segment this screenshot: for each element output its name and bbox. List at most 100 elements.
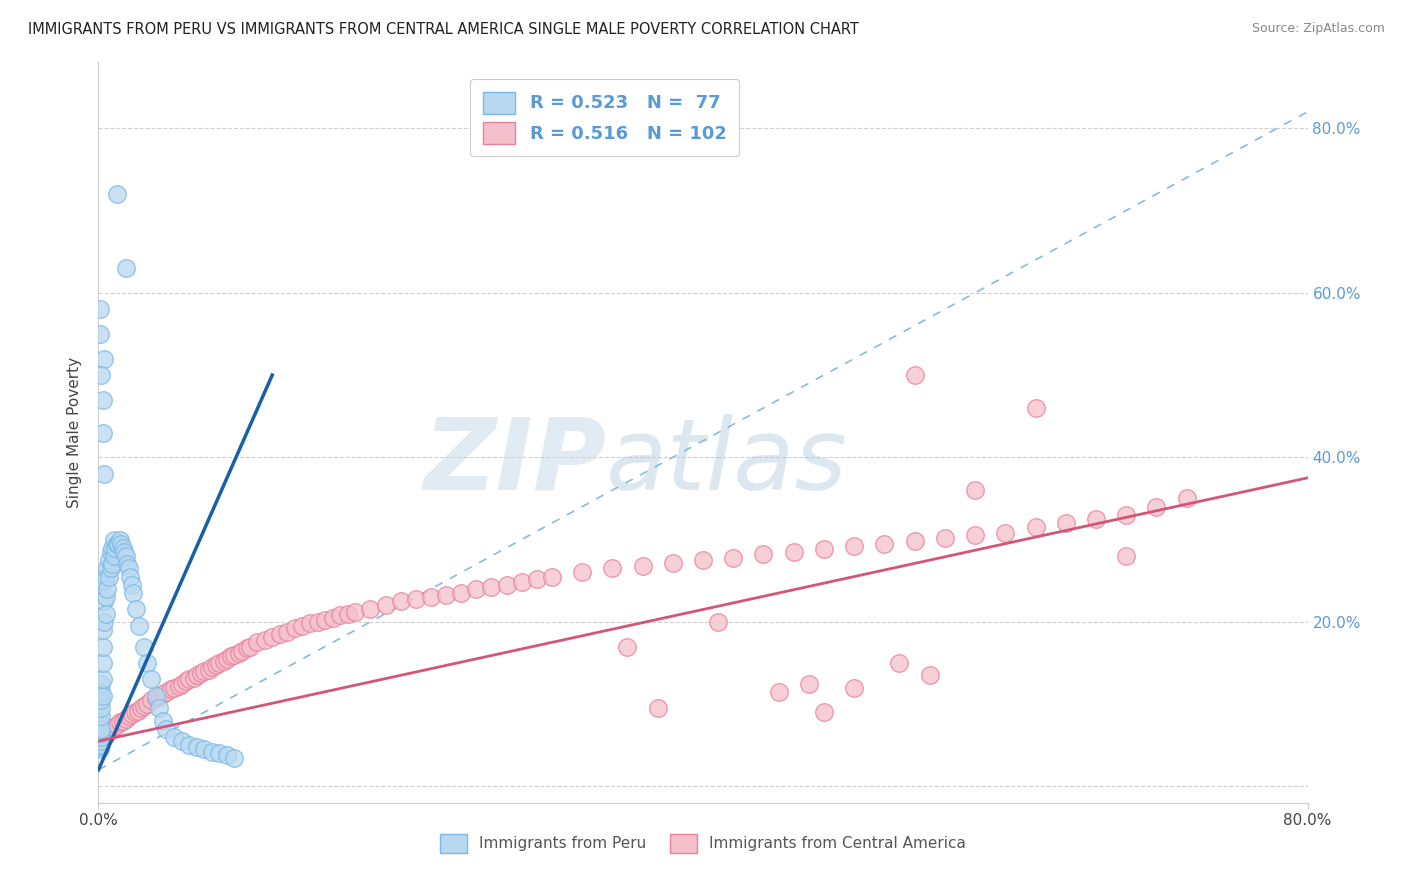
Point: [91, 640, 114, 654]
Point: [526, 572, 548, 586]
Point: [127, 704, 149, 718]
Point: [616, 640, 638, 654]
Point: [145, 689, 167, 703]
Point: [93, 615, 115, 629]
Point: [1054, 516, 1077, 530]
Point: [299, 616, 322, 631]
Point: [1115, 549, 1137, 563]
Point: [91, 731, 114, 746]
Point: [291, 619, 314, 633]
Point: [205, 657, 228, 672]
Point: [160, 682, 183, 697]
Point: [374, 599, 396, 613]
Point: [148, 689, 170, 703]
Point: [90, 368, 112, 382]
Point: [190, 665, 212, 680]
Point: [90, 722, 112, 736]
Point: [481, 580, 503, 594]
Point: [91, 656, 114, 670]
Point: [105, 717, 128, 731]
Point: [100, 545, 122, 559]
Point: [89, 742, 111, 756]
Point: [89, 737, 111, 751]
Point: [723, 550, 745, 565]
Point: [94, 569, 117, 583]
Point: [246, 635, 269, 649]
Point: [115, 558, 138, 572]
Point: [965, 483, 987, 498]
Point: [108, 533, 131, 547]
Legend: Immigrants from Peru, Immigrants from Central America: Immigrants from Peru, Immigrants from Ce…: [430, 825, 976, 862]
Point: [163, 681, 186, 695]
Point: [93, 574, 115, 588]
Point: [450, 586, 472, 600]
Point: [135, 697, 157, 711]
Point: [96, 726, 118, 740]
Point: [1024, 520, 1046, 534]
Point: [132, 698, 155, 713]
Point: [98, 724, 121, 739]
Point: [132, 640, 155, 654]
Point: [124, 706, 146, 720]
Point: [121, 706, 143, 721]
Point: [90, 738, 112, 752]
Point: [105, 536, 128, 550]
Point: [91, 392, 114, 407]
Point: [179, 738, 201, 752]
Point: [170, 676, 193, 690]
Point: [179, 673, 201, 687]
Point: [344, 605, 367, 619]
Point: [904, 368, 927, 382]
Point: [118, 561, 141, 575]
Point: [692, 553, 714, 567]
Point: [813, 706, 835, 720]
Point: [1024, 401, 1046, 415]
Point: [89, 717, 111, 731]
Point: [145, 690, 167, 705]
Point: [91, 673, 114, 687]
Point: [965, 528, 987, 542]
Point: [231, 643, 253, 657]
Point: [994, 526, 1017, 541]
Point: [90, 685, 112, 699]
Point: [128, 619, 150, 633]
Point: [89, 726, 111, 740]
Point: [813, 542, 835, 557]
Point: [768, 685, 790, 699]
Point: [98, 569, 121, 583]
Point: [602, 561, 624, 575]
Point: [389, 594, 412, 608]
Point: [114, 261, 136, 276]
Point: [93, 467, 115, 481]
Point: [540, 569, 562, 583]
Point: [934, 531, 956, 545]
Point: [844, 681, 866, 695]
Point: [90, 734, 112, 748]
Point: [93, 351, 115, 366]
Point: [307, 615, 329, 629]
Point: [89, 738, 111, 752]
Point: [103, 533, 125, 547]
Point: [1144, 500, 1167, 514]
Point: [707, 615, 730, 629]
Point: [224, 648, 246, 662]
Point: [89, 302, 111, 317]
Point: [112, 545, 135, 559]
Point: [90, 709, 112, 723]
Point: [322, 611, 344, 625]
Point: [91, 623, 114, 637]
Point: [215, 748, 238, 763]
Point: [434, 589, 457, 603]
Text: atlas: atlas: [606, 414, 848, 511]
Point: [510, 575, 533, 590]
Point: [120, 569, 142, 583]
Point: [215, 652, 238, 666]
Y-axis label: Single Male Poverty: Single Male Poverty: [67, 357, 83, 508]
Text: Source: ZipAtlas.com: Source: ZipAtlas.com: [1251, 22, 1385, 36]
Point: [186, 739, 208, 754]
Point: [873, 536, 896, 550]
Point: [918, 668, 941, 682]
Point: [122, 586, 145, 600]
Point: [1175, 491, 1198, 506]
Point: [90, 730, 112, 744]
